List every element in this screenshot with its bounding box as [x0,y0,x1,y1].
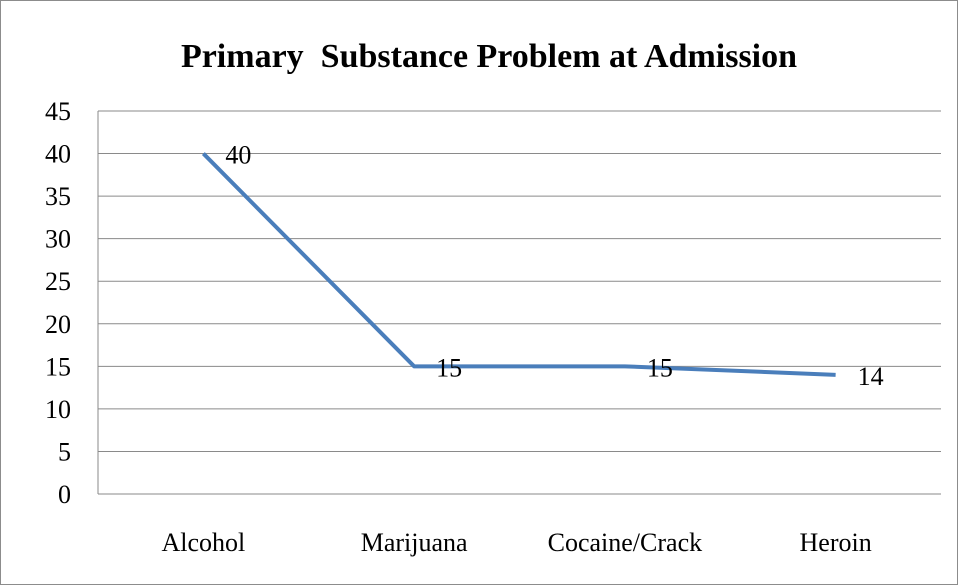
y-tick-label: 30 [45,225,71,254]
y-axis-ticks: 0 5 10 15 20 25 30 35 40 45 [45,97,71,509]
chart-title: Primary Substance Problem at Admission [181,38,797,75]
x-tick-label: Marijuana [361,528,468,557]
data-label: 15 [436,353,462,382]
data-labels: 40 15 15 14 [225,141,883,391]
y-tick-label: 20 [45,310,71,339]
x-axis-ticks: Alcohol Marijuana Cocaine/Crack Heroin [161,528,871,557]
data-label: 14 [858,362,884,391]
y-tick-label: 5 [58,437,71,466]
series-line [201,152,836,377]
y-tick-label: 25 [45,267,71,296]
x-tick-label: Cocaine/Crack [548,528,703,557]
x-tick-label: Alcohol [161,528,245,557]
y-tick-label: 10 [45,395,71,424]
y-tick-label: 35 [45,182,71,211]
data-label: 40 [225,141,251,170]
y-tick-label: 45 [45,97,71,126]
x-tick-label: Heroin [800,528,872,557]
gridlines [97,110,941,495]
y-tick-label: 15 [45,352,71,381]
series-group [201,152,836,377]
y-tick-label: 40 [45,140,71,169]
data-label: 15 [647,353,673,382]
y-tick-label: 0 [58,480,71,509]
